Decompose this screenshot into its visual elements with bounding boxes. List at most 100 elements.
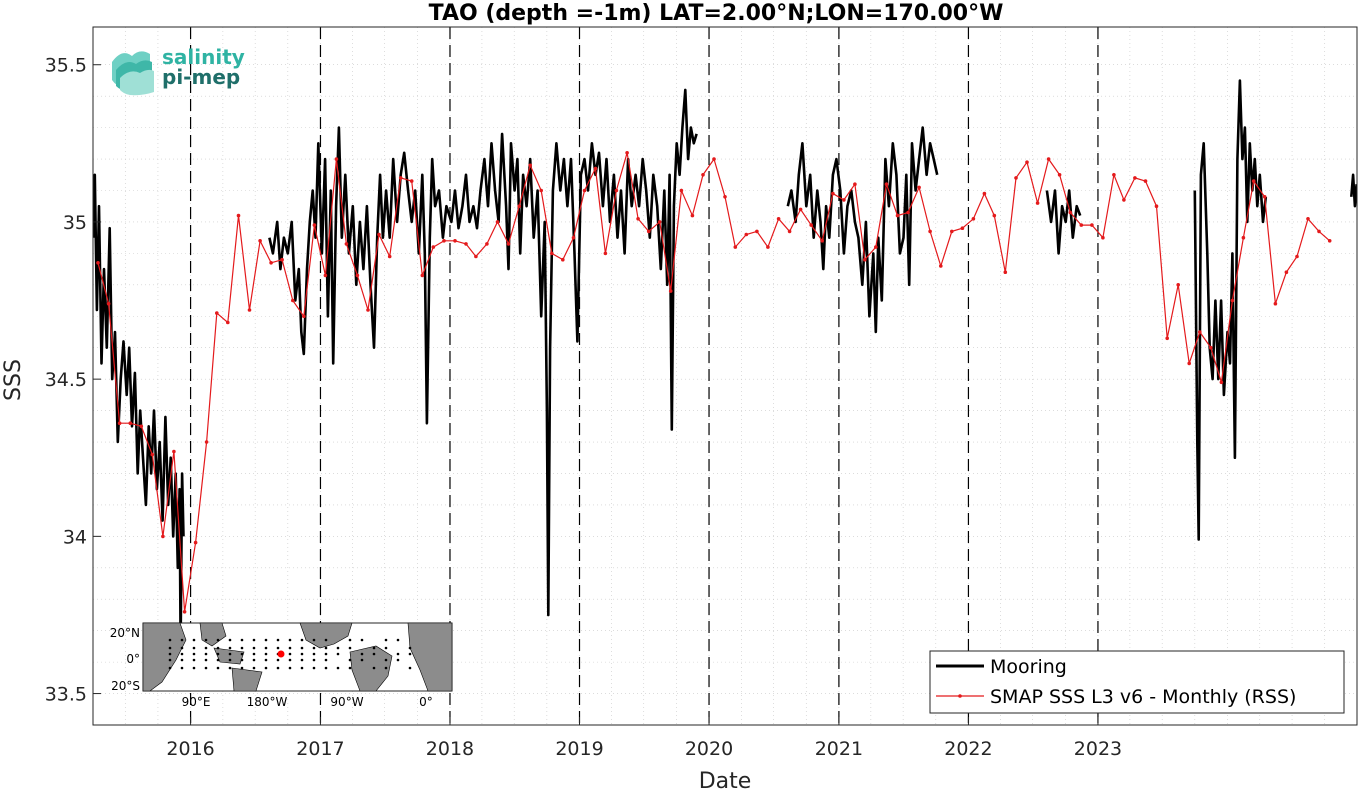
- mooring-dot: [252, 638, 256, 642]
- smap-point: [1230, 298, 1235, 303]
- mooring-dot: [324, 658, 328, 662]
- inset-map: 20°N 0° 20°S 90°E 180°W 90°W 0°: [110, 622, 453, 709]
- mooring-dot: [336, 666, 340, 670]
- smap-point: [842, 198, 846, 202]
- smap-point: [344, 242, 349, 246]
- map-lon-label-1: 90°E: [182, 695, 211, 709]
- smap-point: [712, 157, 716, 161]
- mooring-dot: [312, 652, 316, 656]
- smap-point: [302, 314, 306, 319]
- smap-point: [1154, 204, 1159, 208]
- mooring-dot: [180, 646, 184, 650]
- smap-point: [646, 229, 651, 234]
- mooring-dot: [180, 658, 184, 662]
- y-axis-label: SSS: [1, 359, 26, 401]
- smap-point: [1133, 176, 1137, 180]
- smap-point: [247, 308, 252, 312]
- smap-point: [312, 223, 317, 227]
- smap-point: [1187, 361, 1191, 366]
- mooring-dot: [396, 638, 400, 642]
- mooring-dot: [252, 658, 256, 662]
- mooring-line: [1350, 173, 1357, 208]
- smap-point: [593, 166, 598, 171]
- map-lat-label-2: 0°: [126, 652, 140, 666]
- mooring-dot: [312, 666, 316, 670]
- smap-point: [582, 188, 587, 193]
- smap-point: [820, 239, 824, 243]
- mooring-dot: [168, 646, 172, 650]
- smap-point: [1122, 198, 1126, 202]
- smap-point: [96, 261, 100, 265]
- mooring-dot: [264, 658, 268, 662]
- salinity-pimep-logo: salinity pi-mep: [112, 45, 245, 96]
- inset-map-frame: [142, 622, 453, 692]
- mooring-dot: [324, 638, 328, 642]
- legend: Mooring SMAP SSS L3 v6 - Monthly (RSS): [929, 650, 1345, 714]
- mooring-dot: [300, 646, 304, 650]
- smap-point: [690, 213, 695, 218]
- tick-layer: 2016 2017 2018 2019 2020 2021 2022 2023 33.5 34 34…: [45, 55, 1122, 760]
- smap-point: [798, 207, 803, 212]
- mooring-dot: [396, 652, 400, 656]
- smap-point: [442, 239, 446, 243]
- mooring-dot: [204, 646, 208, 650]
- smap-point: [193, 540, 198, 545]
- mooring-dot: [228, 666, 232, 670]
- smap-point: [1035, 201, 1040, 205]
- mooring-dot: [312, 638, 316, 642]
- smap-point: [528, 163, 532, 168]
- smap-point: [420, 273, 425, 278]
- smap-point: [215, 311, 219, 315]
- smap-point: [182, 610, 187, 614]
- smap-point: [884, 182, 889, 186]
- smap-point: [906, 210, 910, 215]
- mooring-dot: [360, 638, 364, 642]
- y-tick-label: 35: [63, 212, 87, 234]
- mooring-dot: [192, 652, 196, 656]
- smap-point: [1273, 301, 1278, 306]
- mooring-dot: [348, 638, 352, 642]
- plot-area: [93, 27, 1357, 725]
- mooring-dot: [348, 646, 352, 650]
- smap-point: [1046, 157, 1051, 161]
- smap-point: [506, 242, 511, 246]
- mooring-dot: [180, 638, 184, 642]
- map-lon-label-3: 90°W: [330, 695, 363, 709]
- smap-point: [355, 273, 360, 278]
- legend-marker-smap: [958, 694, 962, 698]
- smap-point: [571, 235, 576, 240]
- smap-point: [517, 204, 521, 208]
- mooring-dot: [180, 652, 184, 656]
- smap-point: [1003, 270, 1008, 275]
- mooring-dot: [192, 666, 196, 670]
- mooring-dot: [300, 638, 304, 642]
- smap-point: [982, 191, 987, 196]
- mooring-dot: [408, 646, 412, 650]
- smap-point: [1327, 239, 1332, 243]
- mooring-dot: [288, 652, 292, 656]
- x-tick-label: 2018: [426, 738, 474, 760]
- mooring-dot: [168, 638, 172, 642]
- mooring-dot: [360, 658, 364, 662]
- smap-point: [106, 301, 111, 306]
- smap-point: [561, 257, 565, 262]
- y-tick-label: 34: [63, 526, 87, 548]
- plot-frame: [92, 26, 1358, 726]
- mooring-dot: [324, 652, 328, 656]
- mooring-dot: [372, 646, 376, 650]
- smap-point: [139, 424, 144, 429]
- smap-point: [323, 273, 328, 278]
- mooring-dot: [264, 638, 268, 642]
- x-tick-label: 2021: [815, 738, 863, 760]
- mooring-dot: [288, 638, 292, 642]
- mooring-dot: [384, 646, 388, 650]
- smap-point: [161, 534, 165, 539]
- smap-point: [636, 217, 640, 221]
- mooring-dot: [216, 638, 220, 642]
- smap-point: [377, 232, 381, 237]
- x-tick-label: 2017: [296, 738, 344, 760]
- mooring-dots: [168, 638, 412, 670]
- mooring-dot: [252, 646, 256, 650]
- smap-point: [895, 213, 900, 218]
